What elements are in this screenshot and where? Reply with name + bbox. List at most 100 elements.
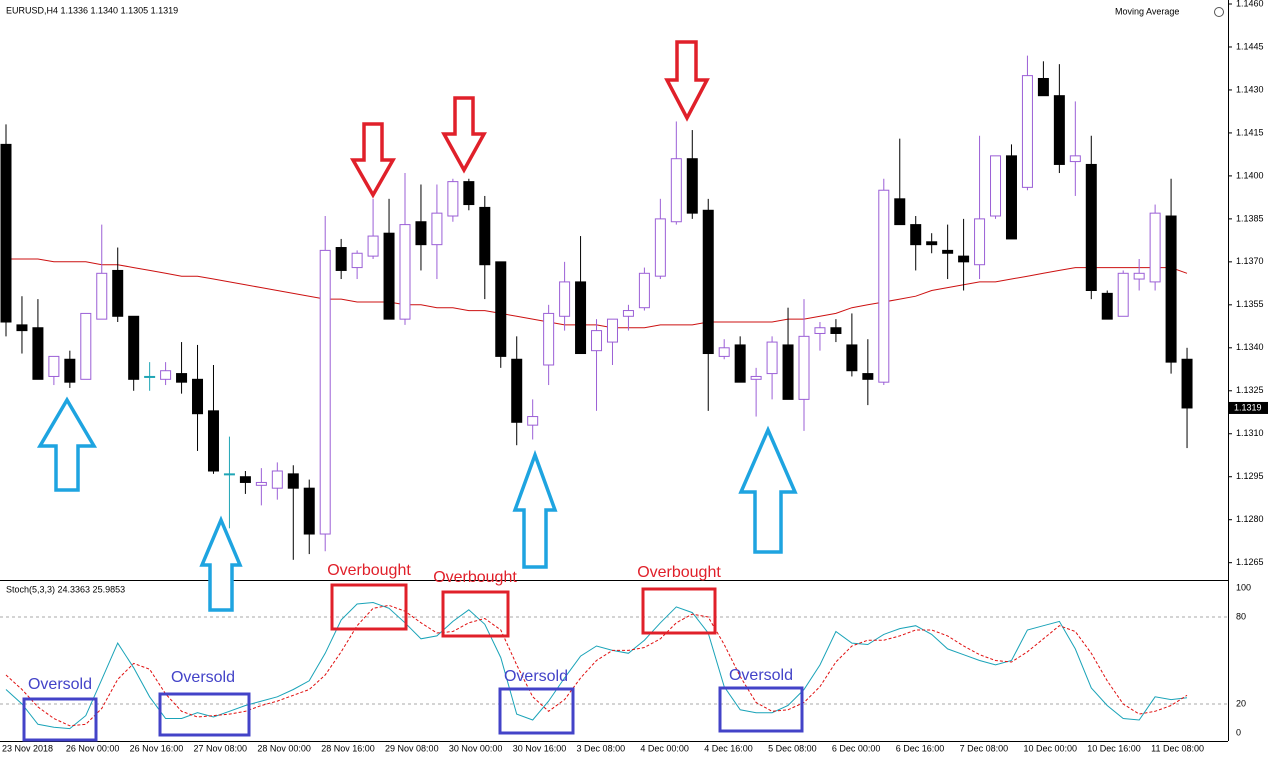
x-tick-label: 4 Dec 00:00 [640, 743, 689, 753]
overbought-box [641, 587, 717, 635]
symbol-title: EURUSD,H4 1.1336 1.1340 1.1305 1.1319 [6, 5, 178, 15]
buy-arrow [738, 425, 798, 554]
candle-body [511, 358, 523, 423]
candle-body [192, 378, 204, 415]
annotation: Oversold [729, 667, 793, 684]
sell-arrow [349, 122, 397, 199]
candle-body [622, 310, 634, 317]
sell-arrow [664, 40, 710, 122]
candle-body [335, 247, 347, 271]
candle-body [399, 224, 411, 320]
x-tick-label: 28 Nov 16:00 [321, 743, 375, 753]
candle-body [303, 487, 315, 535]
candle-body [1021, 75, 1033, 188]
y-tick-label: 1.1370 [1236, 256, 1264, 266]
x-tick-label: 5 Dec 08:00 [768, 743, 817, 753]
candle-body [527, 416, 539, 426]
candle-body [1037, 77, 1049, 97]
candle-body [974, 218, 986, 266]
y-tick-label: 1.1325 [1236, 385, 1264, 395]
smiley-icon [1214, 7, 1224, 17]
candle-body [814, 327, 826, 334]
candle-body [271, 470, 283, 489]
candle-body [207, 410, 219, 472]
candle-body [686, 158, 698, 214]
candle-body [670, 158, 682, 223]
candle-body [1117, 272, 1129, 317]
candle-body [319, 249, 331, 535]
x-tick-label: 6 Dec 16:00 [896, 743, 945, 753]
y-tick-label: 0 [1236, 727, 1241, 737]
x-tick-label: 10 Dec 16:00 [1087, 743, 1141, 753]
x-tick-label: 4 Dec 16:00 [704, 743, 753, 753]
overbought-box [441, 590, 510, 638]
y-tick-label: 1.1430 [1236, 84, 1264, 94]
oversold-box [22, 697, 98, 742]
y-tick-label: 20 [1236, 698, 1246, 708]
y-tick-label: 1.1280 [1236, 514, 1264, 524]
x-tick-label: 27 Nov 08:00 [194, 743, 248, 753]
candle-body [0, 143, 12, 323]
y-tick-label: 1.1265 [1236, 557, 1264, 567]
candle-body [1069, 155, 1081, 163]
candle-body [176, 373, 188, 383]
candle-body [479, 206, 491, 266]
candle-body [766, 341, 778, 375]
candle-body [1149, 212, 1161, 283]
y-tick-label: 1.1295 [1236, 471, 1264, 481]
candle-body [160, 370, 172, 380]
x-tick-label: 3 Dec 08:00 [577, 743, 626, 753]
x-tick-label: 7 Dec 08:00 [960, 743, 1009, 753]
candle-body [223, 473, 235, 476]
candle-body [287, 473, 299, 489]
indicator-name: Moving Average [1115, 6, 1179, 16]
candle-body [16, 324, 28, 332]
x-tick-label: 6 Dec 00:00 [832, 743, 881, 753]
x-tick-label: 29 Nov 08:00 [385, 743, 439, 753]
y-tick-label: 100 [1236, 582, 1251, 592]
candle-body [606, 318, 618, 343]
candle-body [48, 355, 60, 377]
candle-body [1101, 292, 1113, 320]
candle-body [926, 241, 938, 246]
candle-body [654, 218, 666, 277]
candle-body [239, 476, 251, 483]
candle-body [1085, 163, 1097, 291]
candle-body [559, 281, 571, 317]
candle-body [1053, 95, 1065, 165]
annotation: Overbought [433, 569, 517, 586]
candle-body [1181, 358, 1193, 409]
candle-body [846, 344, 858, 372]
annotation: Overbought [637, 564, 721, 581]
x-tick-label: 30 Nov 00:00 [449, 743, 503, 753]
candle-body [942, 249, 954, 254]
y-tick-label: 1.1310 [1236, 428, 1264, 438]
y-tick-label: 1.1445 [1236, 41, 1264, 51]
candle-body [32, 327, 44, 380]
overbought-box [330, 583, 408, 631]
candle-body [798, 335, 810, 400]
candle-body [1165, 215, 1177, 363]
x-tick-label: 26 Nov 00:00 [66, 743, 120, 753]
candle-body [463, 181, 475, 206]
candle-body [1005, 155, 1017, 240]
y-tick-label: 1.1340 [1236, 342, 1264, 352]
candle-body [638, 272, 650, 309]
candle-body [543, 312, 555, 366]
y-tick-label: 1.1385 [1236, 213, 1264, 223]
candle-body [591, 330, 603, 352]
oversold-box [158, 692, 251, 737]
x-tick-label: 23 Nov 2018 [2, 743, 53, 753]
candle-body [910, 224, 922, 246]
y-tick-label: 80 [1236, 611, 1246, 621]
stochastic-line [5, 601, 1188, 730]
candle-body [734, 344, 746, 383]
x-tick-label: 11 Dec 08:00 [1151, 743, 1204, 753]
price-tag [1229, 401, 1268, 414]
oversold-box [498, 687, 575, 735]
x-tick-label: 30 Nov 16:00 [513, 743, 567, 753]
candle-body [415, 221, 427, 246]
buy-arrow [36, 396, 98, 492]
price-tag-label: 1.1319 [1234, 402, 1262, 412]
candle-body [1133, 272, 1145, 280]
